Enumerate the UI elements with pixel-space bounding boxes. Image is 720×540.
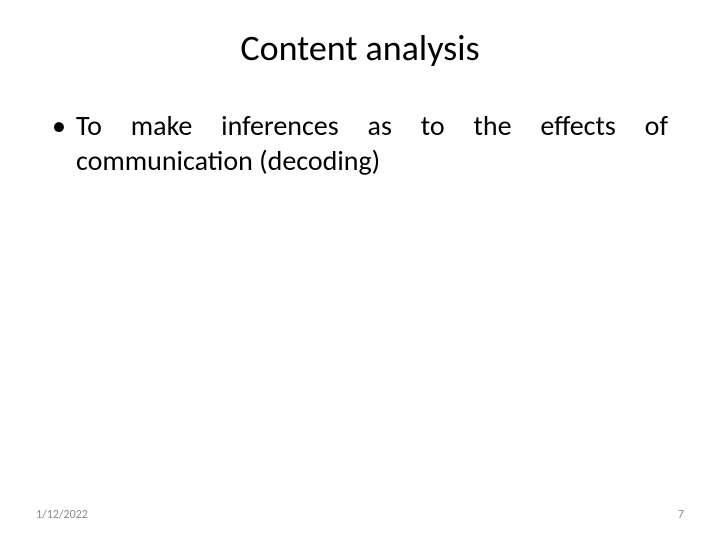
slide-title: Content analysis [0, 0, 720, 70]
slide-body: • To make inferences as to the effects o… [52, 108, 668, 178]
bullet-text: To make inferences as to the effects of … [76, 108, 668, 178]
slide-container: Content analysis • To make inferences as… [0, 0, 720, 540]
footer-date: 1/12/2022 [36, 508, 88, 522]
footer-page-number: 7 [678, 508, 684, 522]
bullet-marker: • [52, 108, 76, 143]
bullet-item: • To make inferences as to the effects o… [52, 108, 668, 178]
